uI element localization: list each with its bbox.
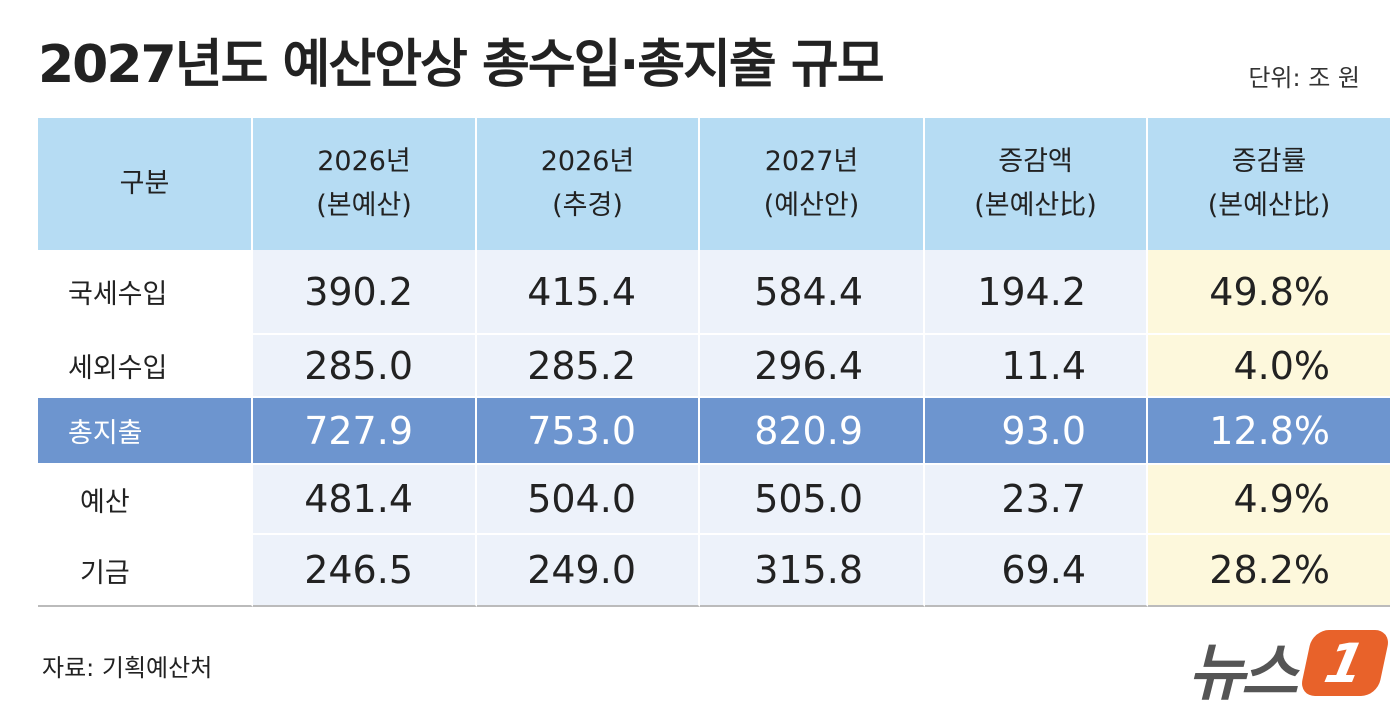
value-cell: 12.8% [1148, 398, 1390, 465]
row-label: 예산 [38, 465, 253, 535]
value-cell: 11.4 [925, 335, 1148, 398]
logo-mark: 1 [1298, 630, 1392, 696]
header-cell: 2026년 (본예산) [253, 118, 477, 250]
value-cell: 390.2 [253, 250, 477, 335]
value-cell: 315.8 [700, 535, 925, 607]
value-cell: 249.0 [477, 535, 700, 607]
row-label: 국세수입 [38, 250, 253, 335]
value-cell: 584.4 [700, 250, 925, 335]
header-cell: 구분 [38, 118, 253, 250]
value-cell: 69.4 [925, 535, 1148, 607]
header-line: 2026년 [540, 146, 635, 177]
header-line: (예산안) [763, 190, 860, 221]
value-cell: 285.0 [253, 335, 477, 398]
header-cell: 증감률 (본예산比) [1148, 118, 1390, 250]
header-line: (추경) [552, 190, 623, 221]
value-cell: 505.0 [700, 465, 925, 535]
header-cell: 증감액 (본예산比) [925, 118, 1148, 250]
header-line: 구분 [119, 168, 170, 199]
value-cell: 296.4 [700, 335, 925, 398]
row-label: 기금 [38, 535, 253, 607]
header-line: 증감률 [1231, 146, 1307, 177]
value-cell: 727.9 [253, 398, 477, 465]
value-cell: 23.7 [925, 465, 1148, 535]
header-line: (본예산比) [974, 190, 1097, 221]
value-cell: 246.5 [253, 535, 477, 607]
value-cell: 49.8% [1148, 250, 1390, 335]
header-line: 2026년 [317, 146, 411, 177]
value-cell: 504.0 [477, 465, 700, 535]
row-label: 세외수입 [38, 335, 253, 398]
header-cell: 2027년 (예산안) [700, 118, 925, 250]
value-cell: 481.4 [253, 465, 477, 535]
value-cell: 820.9 [700, 398, 925, 465]
source: 자료: 기획예산처 [42, 654, 213, 682]
value-cell: 28.2% [1148, 535, 1390, 607]
value-cell: 753.0 [477, 398, 700, 465]
unit: 단위: 조 원 [1248, 64, 1360, 92]
header-line: 증감액 [998, 146, 1073, 177]
logo-text: 뉴스 [1188, 636, 1298, 709]
header-line: 2027년 [764, 146, 859, 177]
header-cell: 2026년 (추경) [477, 118, 700, 250]
value-cell: 285.2 [477, 335, 700, 398]
value-cell: 415.4 [477, 250, 700, 335]
value-cell: 194.2 [925, 250, 1148, 335]
value-cell: 93.0 [925, 398, 1148, 465]
value-cell: 4.9% [1148, 465, 1390, 535]
value-cell: 4.0% [1148, 335, 1390, 398]
title: 2027년도 예산안상 총수입·총지출 규모 [38, 35, 885, 95]
row-label: 총지출 [38, 398, 253, 465]
header-line: (본예산) [316, 190, 412, 221]
header-line: (본예산比) [1207, 190, 1331, 221]
